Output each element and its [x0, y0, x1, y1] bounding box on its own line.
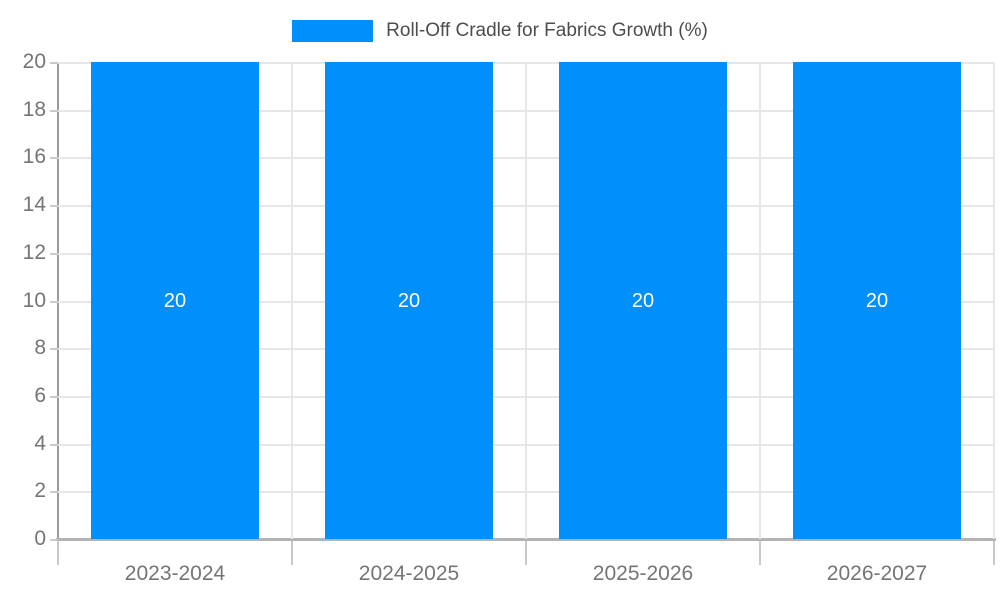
y-tick-mark [50, 539, 58, 541]
x-tick-mark [993, 541, 995, 565]
bar-value-label: 20 [397, 289, 421, 312]
bar-value-label: 20 [163, 289, 187, 312]
y-tick-label: 14 [22, 193, 46, 217]
gridline-vertical [291, 62, 293, 539]
legend-swatch-icon [292, 20, 374, 42]
y-tick-label: 2 [34, 479, 46, 503]
bar-value-label: 20 [865, 289, 889, 312]
x-axis-line [56, 538, 996, 541]
y-tick-mark [50, 157, 58, 160]
x-tick-label-2026-2027: 2026-2027 [826, 562, 928, 585]
y-tick-mark [50, 491, 58, 494]
y-tick-label: 20 [22, 50, 46, 73]
y-tick-mark [50, 300, 58, 303]
y-tick-mark [50, 109, 58, 112]
bar-2026-2027[interactable] [793, 62, 961, 539]
y-tick-label: 12 [22, 240, 46, 264]
gridline-vertical [759, 62, 761, 539]
gridline-vertical [525, 62, 527, 539]
y-tick-mark [50, 205, 58, 208]
x-tick-label-2023-2024: 2023-2024 [124, 562, 226, 585]
plot-area: 20 20 20 20 [58, 62, 995, 539]
bar-2025-2026[interactable] [559, 62, 727, 539]
x-tick-mark [759, 541, 761, 565]
x-tick-mark [525, 541, 527, 565]
y-tick-label: 6 [34, 383, 46, 407]
y-tick-mark [50, 62, 58, 64]
x-tick-label-2024-2025: 2024-2025 [358, 562, 460, 585]
gridline-vertical [993, 62, 995, 539]
y-tick-label: 10 [22, 288, 46, 312]
y-tick-mark [50, 443, 58, 446]
y-tick-label: 8 [34, 336, 46, 360]
y-tick-label: 16 [22, 145, 46, 169]
legend-label: Roll-Off Cradle for Fabrics Growth (%) [386, 20, 708, 41]
y-tick-label: 0 [34, 527, 46, 550]
bar-2024-2025[interactable] [325, 62, 493, 539]
x-tick-mark [291, 541, 293, 565]
y-tick-label: 4 [34, 431, 46, 455]
x-tick-mark [57, 541, 59, 565]
y-tick-mark [50, 348, 58, 351]
y-tick-mark [50, 395, 58, 398]
bar-value-label: 20 [631, 289, 655, 312]
legend[interactable]: Roll-Off Cradle for Fabrics Growth (%) [0, 18, 1000, 44]
y-tick-mark [50, 252, 58, 255]
x-tick-label-2025-2026: 2025-2026 [592, 562, 694, 585]
y-tick-label: 18 [22, 97, 46, 121]
bar-2023-2024[interactable] [91, 62, 259, 539]
